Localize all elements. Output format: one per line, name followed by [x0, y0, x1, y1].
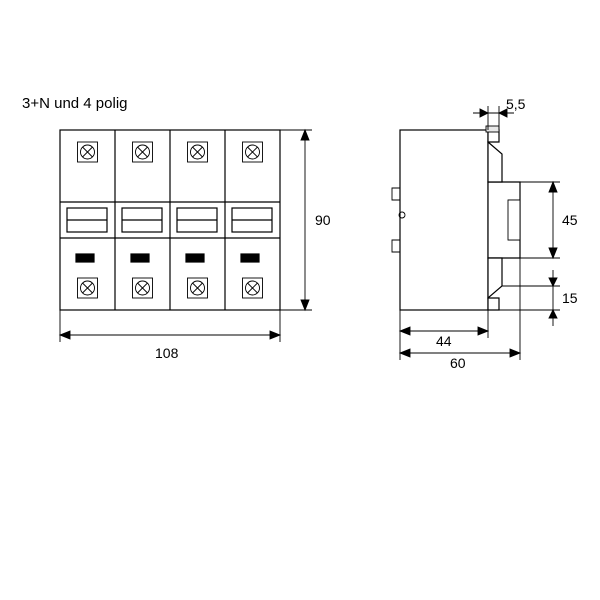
side-view: [380, 100, 590, 380]
dim-44: 44: [436, 333, 452, 349]
dim-45: 45: [562, 212, 578, 228]
dim-108: 108: [155, 345, 178, 361]
dim-5-5: 5,5: [506, 96, 525, 112]
dim-15: 15: [562, 290, 578, 306]
dim-60: 60: [450, 355, 466, 371]
front-view: [40, 120, 340, 380]
dim-90: 90: [315, 212, 331, 228]
diagram-title: 3+N und 4 polig: [22, 95, 128, 112]
